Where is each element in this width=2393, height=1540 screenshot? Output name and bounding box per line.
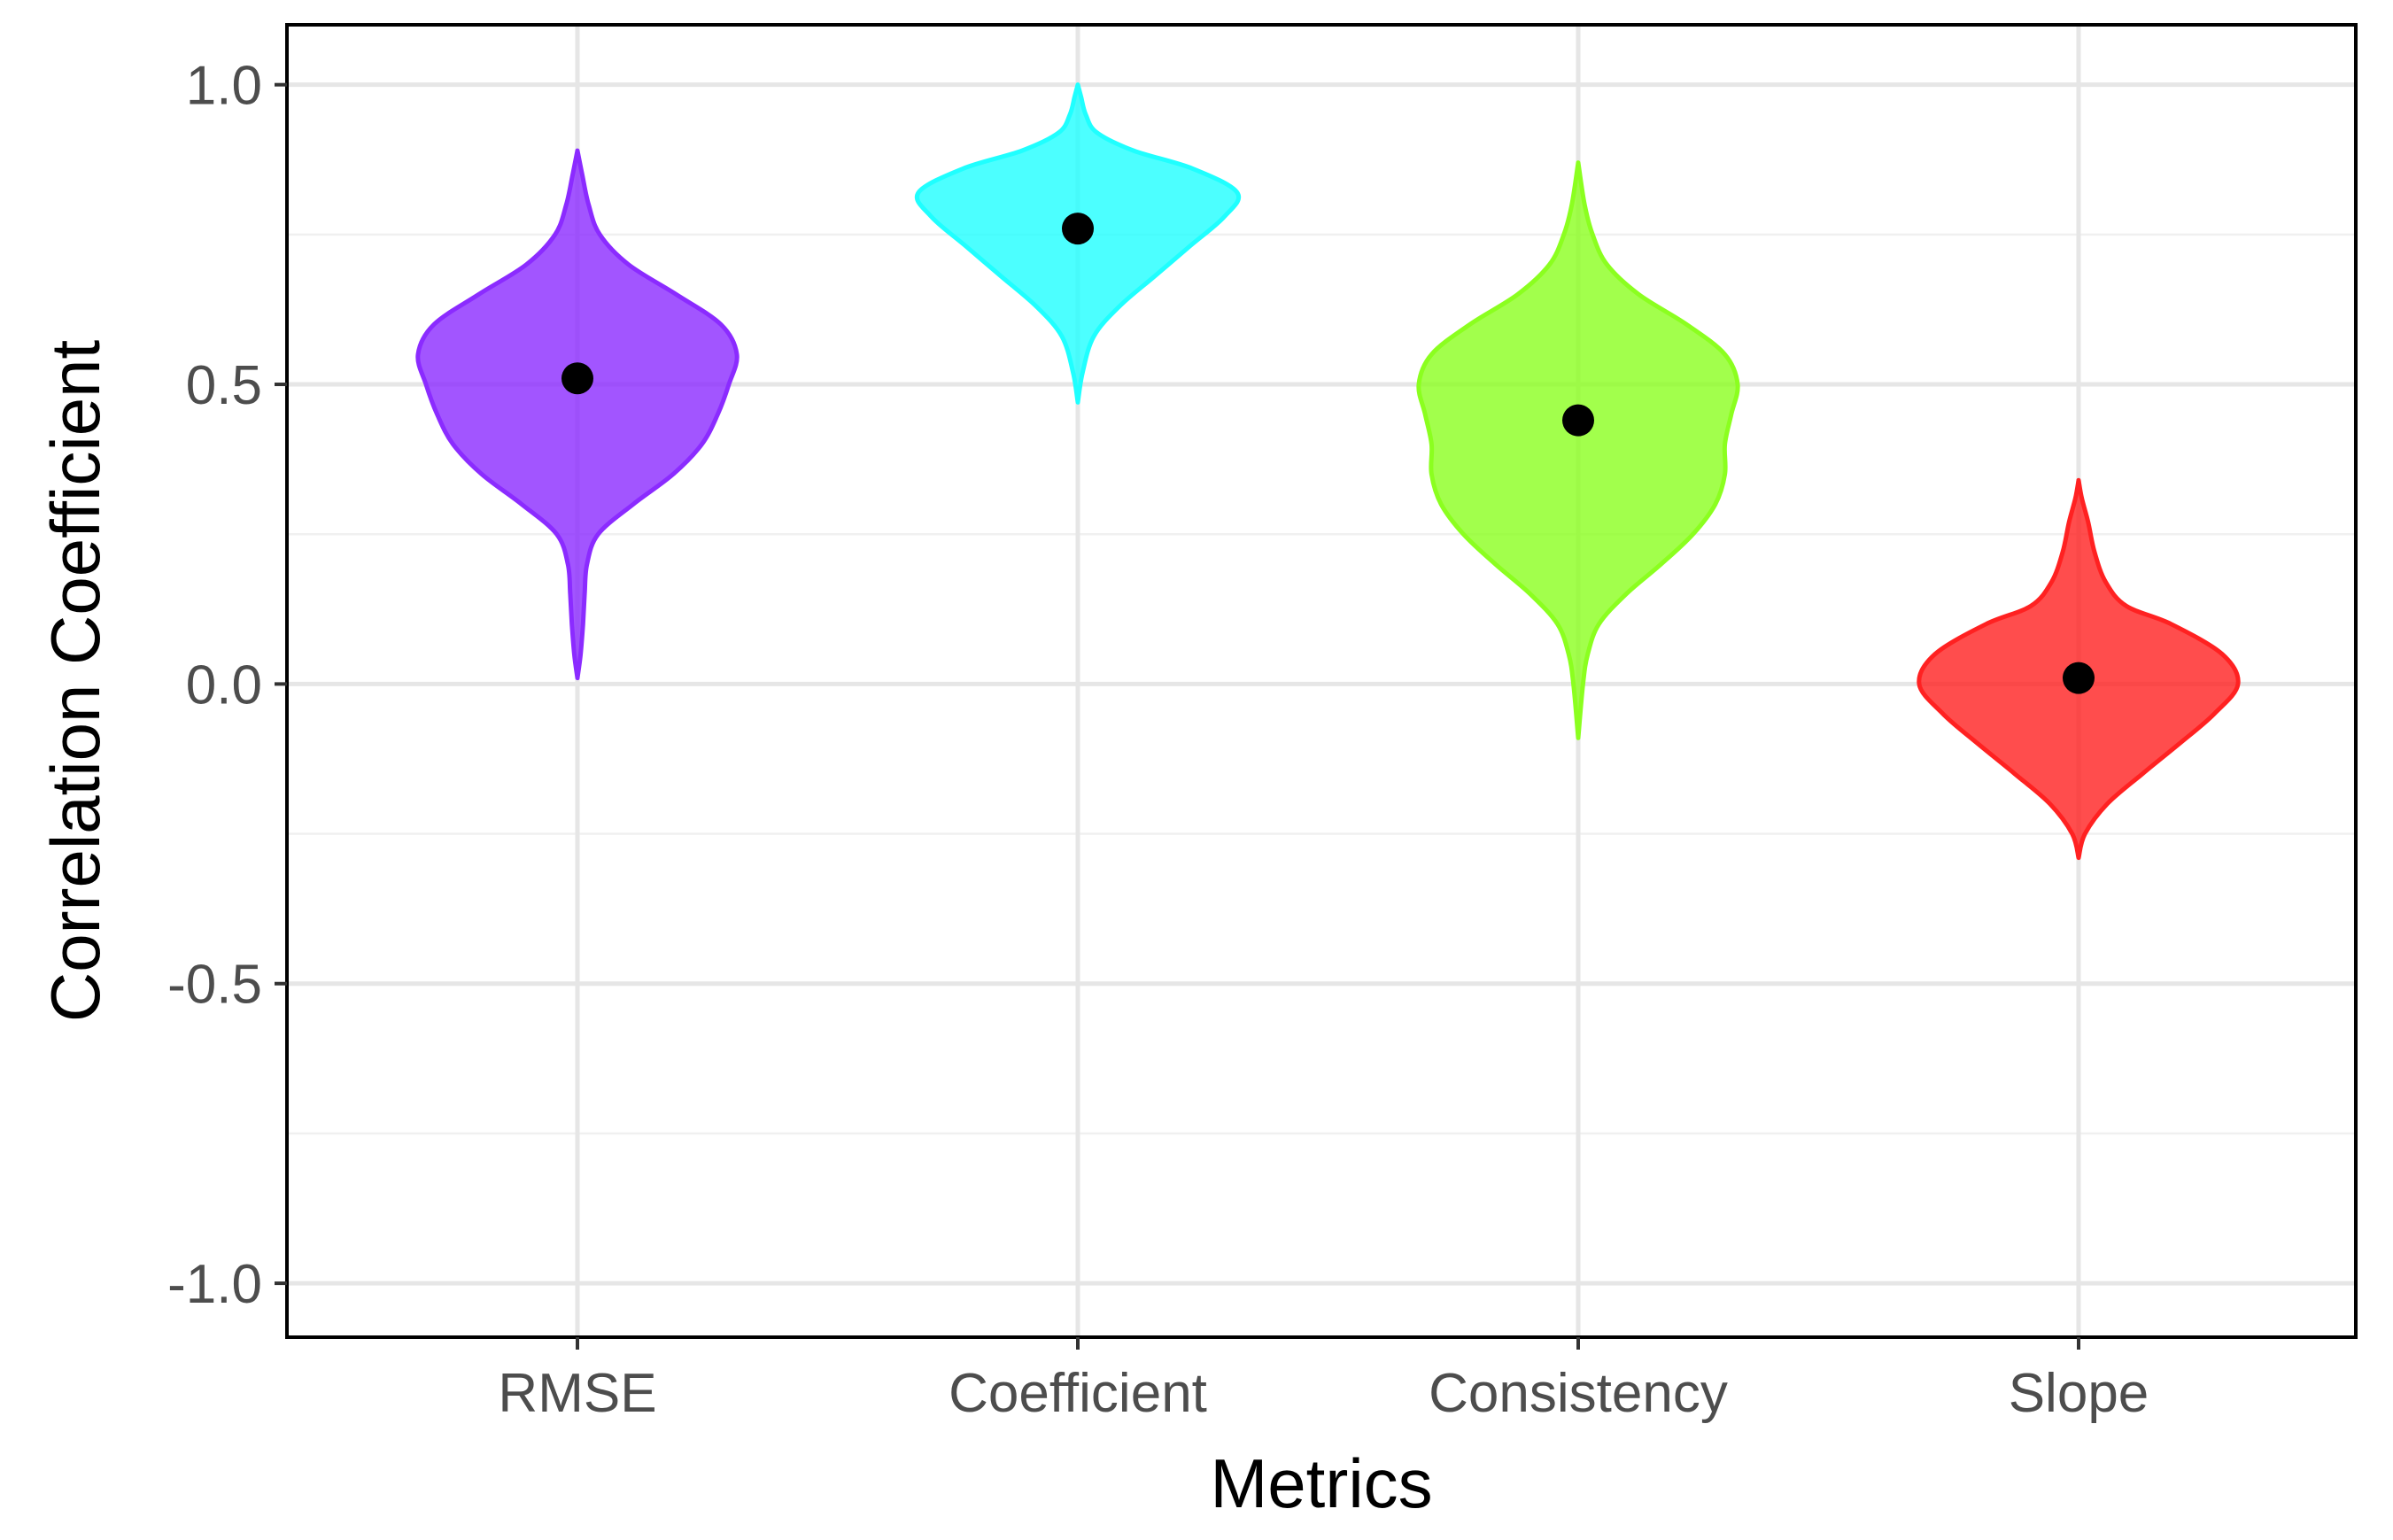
mean-point-coefficient xyxy=(1062,213,1094,245)
y-axis: -1.0 -0.5 0.0 0.5 1.0 xyxy=(167,56,287,1315)
mean-points xyxy=(561,213,2095,694)
y-axis-title: Correlation Coefficient xyxy=(36,340,114,1023)
x-tick-label: RMSE xyxy=(498,1363,656,1424)
y-tick-label: -1.0 xyxy=(167,1254,262,1315)
mean-point-slope xyxy=(2063,662,2095,694)
x-tick-label: Consistency xyxy=(1429,1363,1728,1424)
violin-consistency xyxy=(1416,160,1740,740)
x-tick-label: Slope xyxy=(2009,1363,2149,1424)
x-axis: RMSE Coefficient Consistency Slope xyxy=(498,1337,2149,1424)
y-tick-label: 0.0 xyxy=(186,654,262,716)
mean-point-consistency xyxy=(1562,404,1594,437)
x-axis-title: Metrics xyxy=(1210,1444,1432,1522)
x-tick-label: Coefficient xyxy=(949,1363,1207,1424)
mean-point-rmse xyxy=(561,362,593,395)
y-tick-label: -0.5 xyxy=(167,955,262,1016)
minor-gridlines xyxy=(287,233,2356,1135)
y-tick-label: 0.5 xyxy=(186,355,262,416)
violin-rmse xyxy=(415,148,740,681)
plot-panel-border xyxy=(285,23,2358,1339)
y-tick-label: 1.0 xyxy=(186,56,262,117)
